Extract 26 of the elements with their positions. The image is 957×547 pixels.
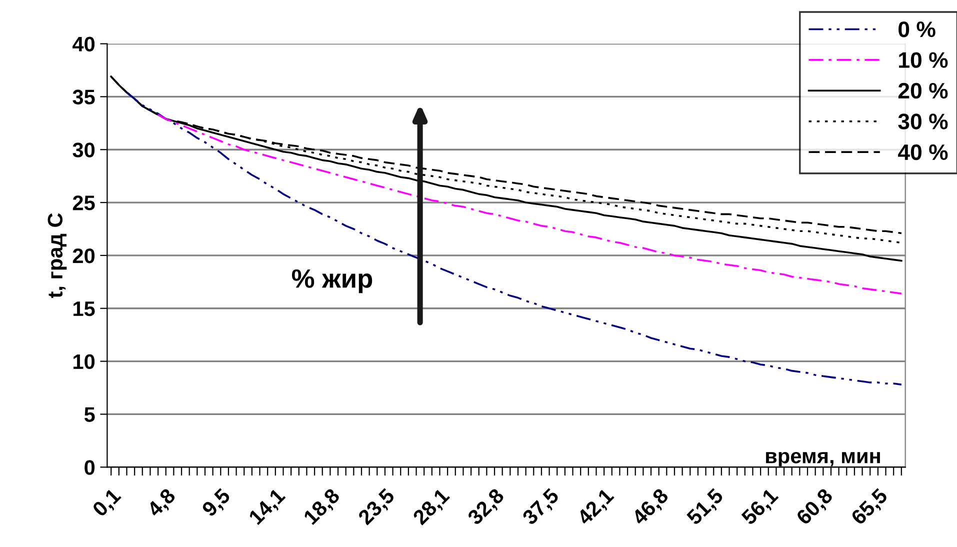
- y-tick-label: 40: [72, 36, 95, 52]
- x-tick-label: 60,8: [795, 487, 836, 528]
- x-tick-label: 42,1: [576, 487, 617, 528]
- x-tick-label: 9,5: [201, 487, 234, 520]
- y-tick-label: 35: [72, 90, 95, 104]
- x-tick-label: 46,8: [630, 487, 672, 528]
- y-tick-label: 30: [72, 142, 95, 158]
- legend-label: 10 %: [899, 52, 948, 68]
- y-tick-label: 25: [72, 196, 95, 210]
- legend-label: 20 %: [898, 82, 948, 99]
- legend-label: 0 %: [898, 21, 936, 38]
- y-tick-label: 15: [74, 302, 95, 316]
- x-tick-label: 4,8: [146, 487, 178, 520]
- annotation: % жир: [292, 269, 372, 294]
- x-tick-label: 14,1: [248, 488, 288, 528]
- y-axis-title: t, град С: [48, 213, 67, 298]
- x-tick-label: 56,1: [740, 487, 781, 528]
- legend-label: 30 %: [898, 114, 948, 130]
- y-tick-label: 0: [84, 460, 95, 475]
- x-tick-label: 32,8: [466, 487, 508, 528]
- x-axis-title: время, мин: [766, 452, 880, 468]
- y-tick-label: 5: [84, 407, 95, 422]
- y-tick-label: 20: [72, 248, 95, 264]
- x-tick-label: 0,1: [92, 487, 124, 520]
- y-tick-label: 10: [74, 354, 95, 370]
- legend-label: 40 %: [898, 144, 948, 160]
